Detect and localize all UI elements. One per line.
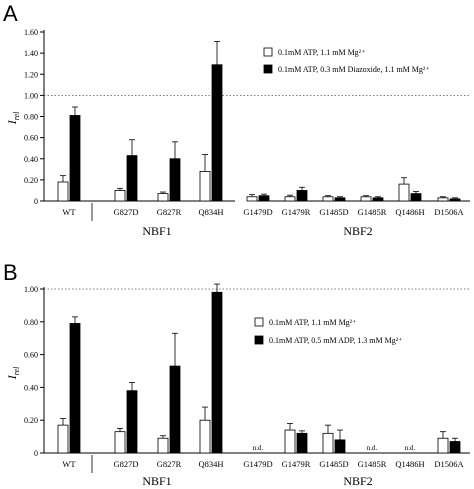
y-tick-label: 0.60 <box>24 351 38 360</box>
chart-panel-b: B Irel 0 0.20 0.40 0.60 0.80 1.00 WT G827D G827R Q8… <box>3 260 470 488</box>
bar <box>437 437 449 454</box>
x-tick-label: G1479D <box>243 207 272 217</box>
bar <box>114 431 126 454</box>
bar <box>211 291 223 454</box>
y-axis-label-main: I <box>5 119 19 125</box>
group-label-nbf2: NBF2 <box>343 224 372 238</box>
chart-panel-a: A Irel 0 0.20 0.40 0.60 0.80 1.00 1.20 1.40 1.60 WT… <box>3 1 470 238</box>
y-axis-label-main: I <box>5 374 19 380</box>
bar <box>334 197 346 202</box>
x-tick-label: G1485D <box>319 207 348 217</box>
bar <box>398 183 410 202</box>
bar <box>284 196 296 202</box>
x-tick-label: G827R <box>157 207 182 217</box>
legend-label: 0.1mM ATP, 1.1 mM Mg²⁺ <box>278 48 365 57</box>
x-tick-label: G1479D <box>243 459 272 469</box>
x-tick-label: Q1486H <box>395 207 424 217</box>
bar <box>410 193 422 202</box>
y-tick-label: 0.60 <box>24 134 38 143</box>
x-tick-label: G827R <box>157 459 182 469</box>
x-tick-label: G1485D <box>319 459 348 469</box>
bar <box>57 181 69 202</box>
bar <box>449 441 461 454</box>
panel-letter: B <box>3 260 18 285</box>
bar <box>114 190 126 202</box>
y-tick-label: 0.40 <box>24 383 38 392</box>
y-tick-label: 0 <box>34 197 38 206</box>
x-tick-label: G827D <box>113 207 138 217</box>
legend-label: 0.1mM ATP, 1.1 mM Mg²⁺ <box>269 318 356 327</box>
y-tick-label: 0.40 <box>24 155 38 164</box>
y-tick-label: 0 <box>34 449 38 458</box>
bar <box>258 195 270 202</box>
group-label-nbf2: NBF2 <box>343 474 372 488</box>
bar <box>169 158 181 202</box>
y-tick-label: 1.00 <box>24 91 38 100</box>
group-label-nbf1: NBF1 <box>142 474 171 488</box>
group-label-nbf1: NBF1 <box>142 224 171 238</box>
bar <box>199 419 211 454</box>
bar <box>360 196 372 202</box>
x-tick-label: WT <box>62 207 76 217</box>
bar <box>169 365 181 454</box>
x-tick-label: Q1486H <box>395 459 424 469</box>
bar <box>157 193 169 202</box>
legend-label: 0.1mM ATP, 0.5 mM ADP, 1.3 mM Mg²⁺ <box>269 336 402 345</box>
y-tick-label: 0.20 <box>24 416 38 425</box>
bar <box>372 197 384 202</box>
legend-swatch <box>263 64 273 74</box>
y-axis-label-sub: rel <box>12 111 21 120</box>
y-tick-label: 0.80 <box>24 318 38 327</box>
y-tick-label: 1.40 <box>24 49 38 58</box>
bar <box>449 198 461 202</box>
x-tick-label: G1485R <box>358 459 387 469</box>
legend-label: 0.1mM ATP, 0.3 mM Diazoxide, 1.1 mM Mg²⁺ <box>278 65 430 74</box>
legend-swatch <box>254 317 264 327</box>
bar <box>211 64 223 202</box>
bar <box>246 196 258 202</box>
y-tick-label: 1.00 <box>24 285 38 294</box>
x-tick-label: G1479R <box>282 459 311 469</box>
bar <box>296 432 308 454</box>
x-tick-label: D1506A <box>434 207 464 217</box>
x-tick-label: G1479R <box>282 207 311 217</box>
bar <box>334 439 346 454</box>
bar <box>157 437 169 454</box>
legend-swatch <box>263 47 273 57</box>
x-tick-label: Q834H <box>198 207 223 217</box>
y-tick-label: 0.20 <box>24 176 38 185</box>
bar <box>57 424 69 454</box>
y-tick-label: 0.80 <box>24 113 38 122</box>
y-tick-label: 1.60 <box>24 28 38 37</box>
bar <box>126 390 138 454</box>
x-tick-label: Q834H <box>198 459 223 469</box>
not-determined-label: n.d. <box>367 444 378 452</box>
bar <box>284 429 296 454</box>
bar <box>437 197 449 202</box>
x-tick-label: WT <box>62 459 76 469</box>
bar <box>199 171 211 202</box>
x-tick-label: G1485R <box>358 207 387 217</box>
bar <box>322 196 334 202</box>
y-axis-label: Irel <box>5 111 21 125</box>
legend-swatch <box>254 335 264 345</box>
bar <box>69 323 81 454</box>
not-determined-label: n.d. <box>405 444 416 452</box>
y-axis-label: Irel <box>5 366 21 380</box>
x-tick-label: D1506A <box>434 459 464 469</box>
y-axis-label-sub: rel <box>12 366 21 375</box>
y-tick-label: 1.20 <box>24 70 38 79</box>
bar <box>296 190 308 202</box>
x-tick-label: G827D <box>113 459 138 469</box>
bar <box>69 115 81 202</box>
not-determined-label: n.d. <box>253 444 264 452</box>
bar <box>322 432 334 454</box>
panel-letter: A <box>3 1 18 26</box>
bar <box>126 155 138 202</box>
